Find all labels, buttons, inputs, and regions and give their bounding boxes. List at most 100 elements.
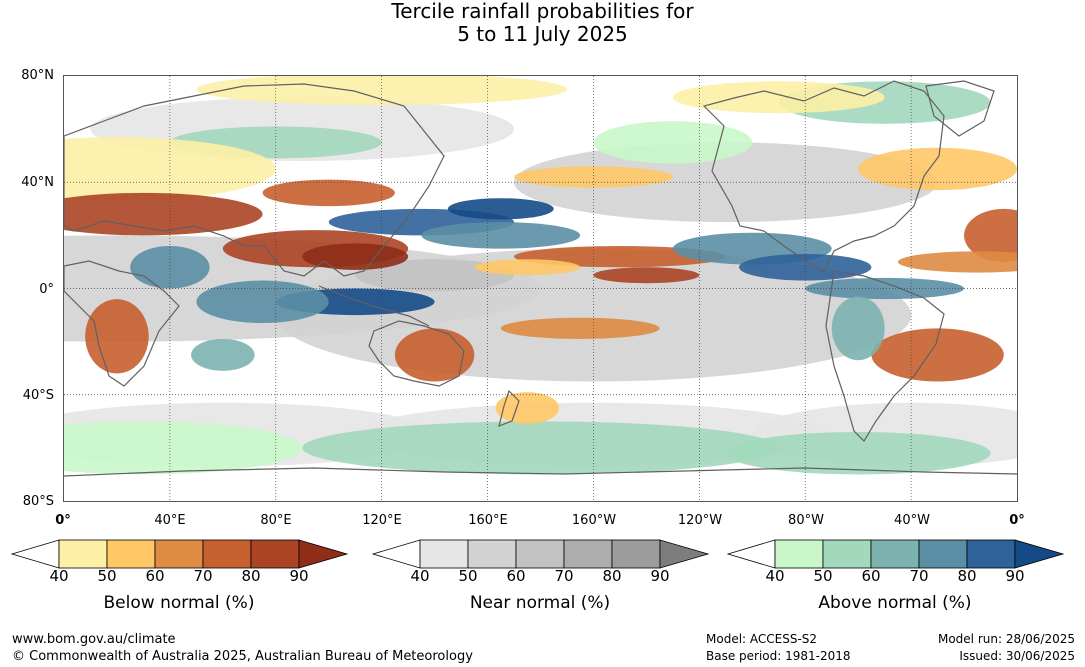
below-normal-region: [593, 267, 700, 284]
legend-colorbar-near: [371, 539, 710, 569]
lat-label-40s: 40°S: [22, 388, 54, 403]
legend-below-tick: 90: [289, 567, 309, 585]
lon-label-40e: 40°E: [154, 513, 186, 528]
legend-swatch: [611, 539, 661, 569]
footer-attribution: www.bom.gov.au/climate © Commonwealth of…: [12, 631, 473, 665]
map-canvas: [64, 76, 1017, 501]
legend-above-tick: 50: [813, 567, 833, 585]
legend-below-normal: [10, 539, 349, 569]
coastline-new-zealand: [498, 389, 520, 427]
lon-label-0-west: 0°: [55, 513, 71, 528]
legend-colorbar-below: [10, 539, 349, 569]
coastlines: [64, 80, 1017, 477]
above-normal-region: [593, 121, 753, 164]
below-normal-region: [858, 147, 1017, 191]
footer-base-period: Base period: 1981-2018: [706, 649, 851, 663]
legend-below-title: Below normal (%): [103, 593, 255, 613]
probability-field: [64, 76, 1017, 475]
legend-near-tick: 40: [410, 567, 430, 585]
below-normal-region: [64, 137, 276, 201]
legend-below-tick: 70: [193, 567, 213, 585]
lat-label-40n: 40°N: [21, 175, 54, 190]
footer-url[interactable]: www.bom.gov.au/climate: [12, 632, 176, 647]
legend-swatch: [515, 539, 565, 569]
legend-swatch: [966, 539, 1016, 569]
footer-run-info: Model run: 28/06/2025 Issued: 30/06/2025: [938, 631, 1075, 665]
coastline-north-america: [702, 80, 945, 272]
legend-near-tick: 80: [602, 567, 622, 585]
lat-label-80s: 80°S: [22, 494, 54, 509]
legend-near-tick: 60: [506, 567, 526, 585]
above-normal-region: [130, 246, 210, 289]
coastline-indonesia: [318, 285, 430, 327]
below-normal-region: [897, 251, 1017, 273]
footer-issued: Issued: 30/06/2025: [959, 649, 1075, 663]
legend-colorbar-above: [726, 539, 1065, 569]
coastline-south-america: [825, 270, 945, 442]
below-normal-region: [871, 328, 1004, 382]
legend-swatch: [250, 539, 300, 569]
legend-swatch: [467, 539, 517, 569]
coastline-africa: [64, 260, 180, 387]
above-normal-region: [191, 338, 255, 371]
lon-label-120e: 120°E: [362, 513, 402, 528]
lon-label-160e: 160°E: [468, 513, 508, 528]
legend-below-tick: 60: [145, 567, 165, 585]
below-normal-region: [394, 328, 475, 382]
above-normal-region: [739, 253, 872, 281]
above-normal-region: [831, 296, 885, 361]
legend-below-tick: 40: [49, 567, 69, 585]
below-normal-region: [302, 243, 409, 270]
lon-label-0-east: 0°: [1009, 513, 1025, 528]
legend-near-normal: [371, 539, 710, 569]
above-normal-region: [421, 222, 581, 249]
lon-label-160w: 160°W: [571, 513, 617, 528]
coastline-antarctica: [64, 467, 1017, 477]
legend-swatch: [419, 539, 469, 569]
below-normal-region: [495, 392, 560, 424]
footer-model: Model: ACCESS-S2: [706, 632, 818, 646]
rainfall-probability-map: [63, 75, 1018, 502]
below-normal-region: [672, 81, 885, 114]
lon-label-80e: 80°E: [260, 513, 292, 528]
graticule: [64, 76, 1017, 501]
coastline-eurasia: [64, 83, 445, 277]
legend-over-triangle: [1014, 539, 1065, 569]
coastline-australia: [368, 320, 465, 387]
legend-swatch: [154, 539, 204, 569]
lon-label-40w: 40°W: [894, 513, 930, 528]
below-normal-region: [85, 299, 149, 374]
below-normal-region: [196, 76, 567, 106]
legend-over-triangle: [659, 539, 710, 569]
lon-label-80w: 80°W: [788, 513, 824, 528]
title-line-2: 5 to 11 July 2025: [457, 22, 628, 46]
footer-copyright: © Commonwealth of Australia 2025, Austra…: [12, 649, 473, 664]
legend-swatch: [58, 539, 108, 569]
legend-under-triangle: [371, 539, 421, 569]
legend-below-tick: 80: [241, 567, 261, 585]
legend-swatch: [870, 539, 920, 569]
above-normal-region: [725, 431, 991, 475]
above-normal-region: [805, 277, 965, 300]
coastline-greenland: [925, 80, 995, 137]
legend-near-tick: 90: [650, 567, 670, 585]
near-normal-region: [514, 142, 938, 223]
legend-under-triangle: [10, 539, 60, 569]
footer-model-info: Model: ACCESS-S2 Base period: 1981-2018: [706, 631, 851, 665]
legend-swatch: [202, 539, 252, 569]
legend-swatch: [918, 539, 968, 569]
lon-label-120w: 120°W: [677, 513, 723, 528]
legend-above-tick: 40: [765, 567, 785, 585]
above-normal-region: [302, 421, 779, 475]
legend-above-tick: 90: [1005, 567, 1025, 585]
legend-under-triangle: [726, 539, 776, 569]
legend-above-tick: 80: [957, 567, 977, 585]
map-title: Tercile rainfall probabilities for 5 to …: [0, 0, 1085, 46]
legend-above-tick: 60: [861, 567, 881, 585]
footer-model-run: Model run: 28/06/2025: [937, 632, 1075, 646]
below-normal-region: [500, 317, 660, 339]
below-normal-region: [64, 192, 263, 236]
below-normal-region: [514, 246, 726, 268]
legend-swatch: [563, 539, 613, 569]
legend-above-normal: [726, 539, 1065, 569]
